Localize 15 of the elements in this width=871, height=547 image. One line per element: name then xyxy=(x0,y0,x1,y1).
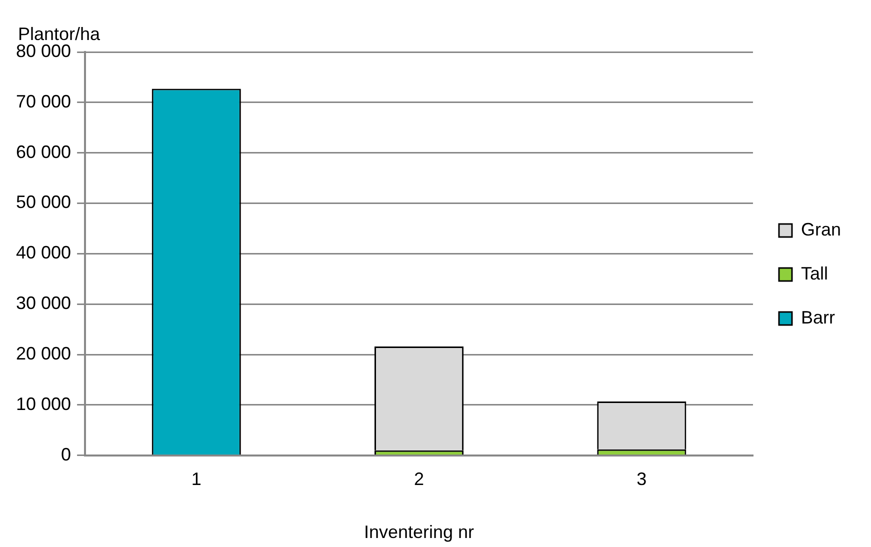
y-tick-label: 60 000 xyxy=(16,142,72,162)
y-tick-label: 30 000 xyxy=(16,293,72,314)
x-tick-label: 1 xyxy=(191,469,202,490)
y-tick-label: 40 000 xyxy=(16,242,72,263)
x-tick-label: 3 xyxy=(636,469,647,490)
y-tick-label: 0 xyxy=(61,444,72,464)
legend-label: Barr xyxy=(800,307,835,328)
y-tick-label: 50 000 xyxy=(16,192,72,212)
y-tick-label: 10 000 xyxy=(16,394,72,414)
x-tick-label: 2 xyxy=(414,469,424,490)
legend-label: Tall xyxy=(800,263,828,284)
legend-label: Gran xyxy=(800,219,842,240)
y-tick-label: 70 000 xyxy=(16,91,72,112)
y-tick-label: 20 000 xyxy=(16,344,72,364)
x-axis-title: Inventering nr xyxy=(364,522,474,542)
